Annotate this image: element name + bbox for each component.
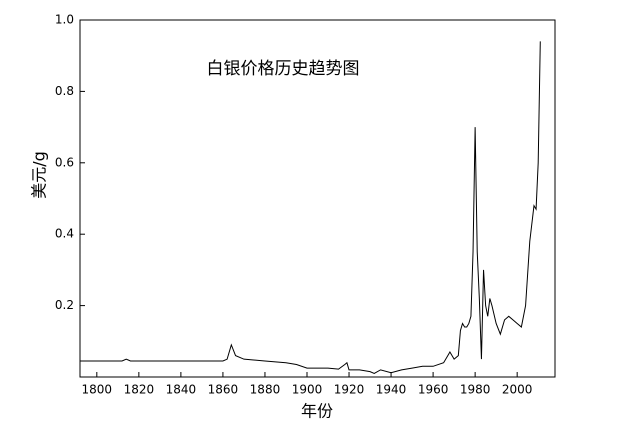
- data-line: [80, 41, 541, 374]
- x-tick-label: 1960: [418, 383, 449, 397]
- x-tick-label: 1820: [124, 383, 155, 397]
- y-tick-label: 0.8: [55, 84, 74, 98]
- x-tick-label: 1880: [250, 383, 281, 397]
- y-tick-label: 0.2: [55, 298, 74, 312]
- x-tick-label: 1900: [292, 383, 323, 397]
- x-tick-label: 1980: [460, 383, 491, 397]
- x-axis-label: 年份: [301, 402, 333, 421]
- x-tick-label: 1940: [376, 383, 407, 397]
- x-tick-label: 1920: [334, 383, 365, 397]
- x-tick-label: 2000: [502, 383, 533, 397]
- x-tick-label: 1840: [166, 383, 197, 397]
- y-axis-label: 美元/g: [30, 151, 49, 199]
- plot-frame: [79, 19, 556, 378]
- x-tick-label: 1860: [208, 383, 239, 397]
- y-tick-label: 0.6: [55, 155, 74, 169]
- y-tick-label: 1.0: [55, 13, 74, 27]
- chart-title: 白银价格历史趋势图: [207, 59, 360, 79]
- y-tick-label: 0.4: [55, 227, 74, 241]
- x-tick-label: 1800: [82, 383, 113, 397]
